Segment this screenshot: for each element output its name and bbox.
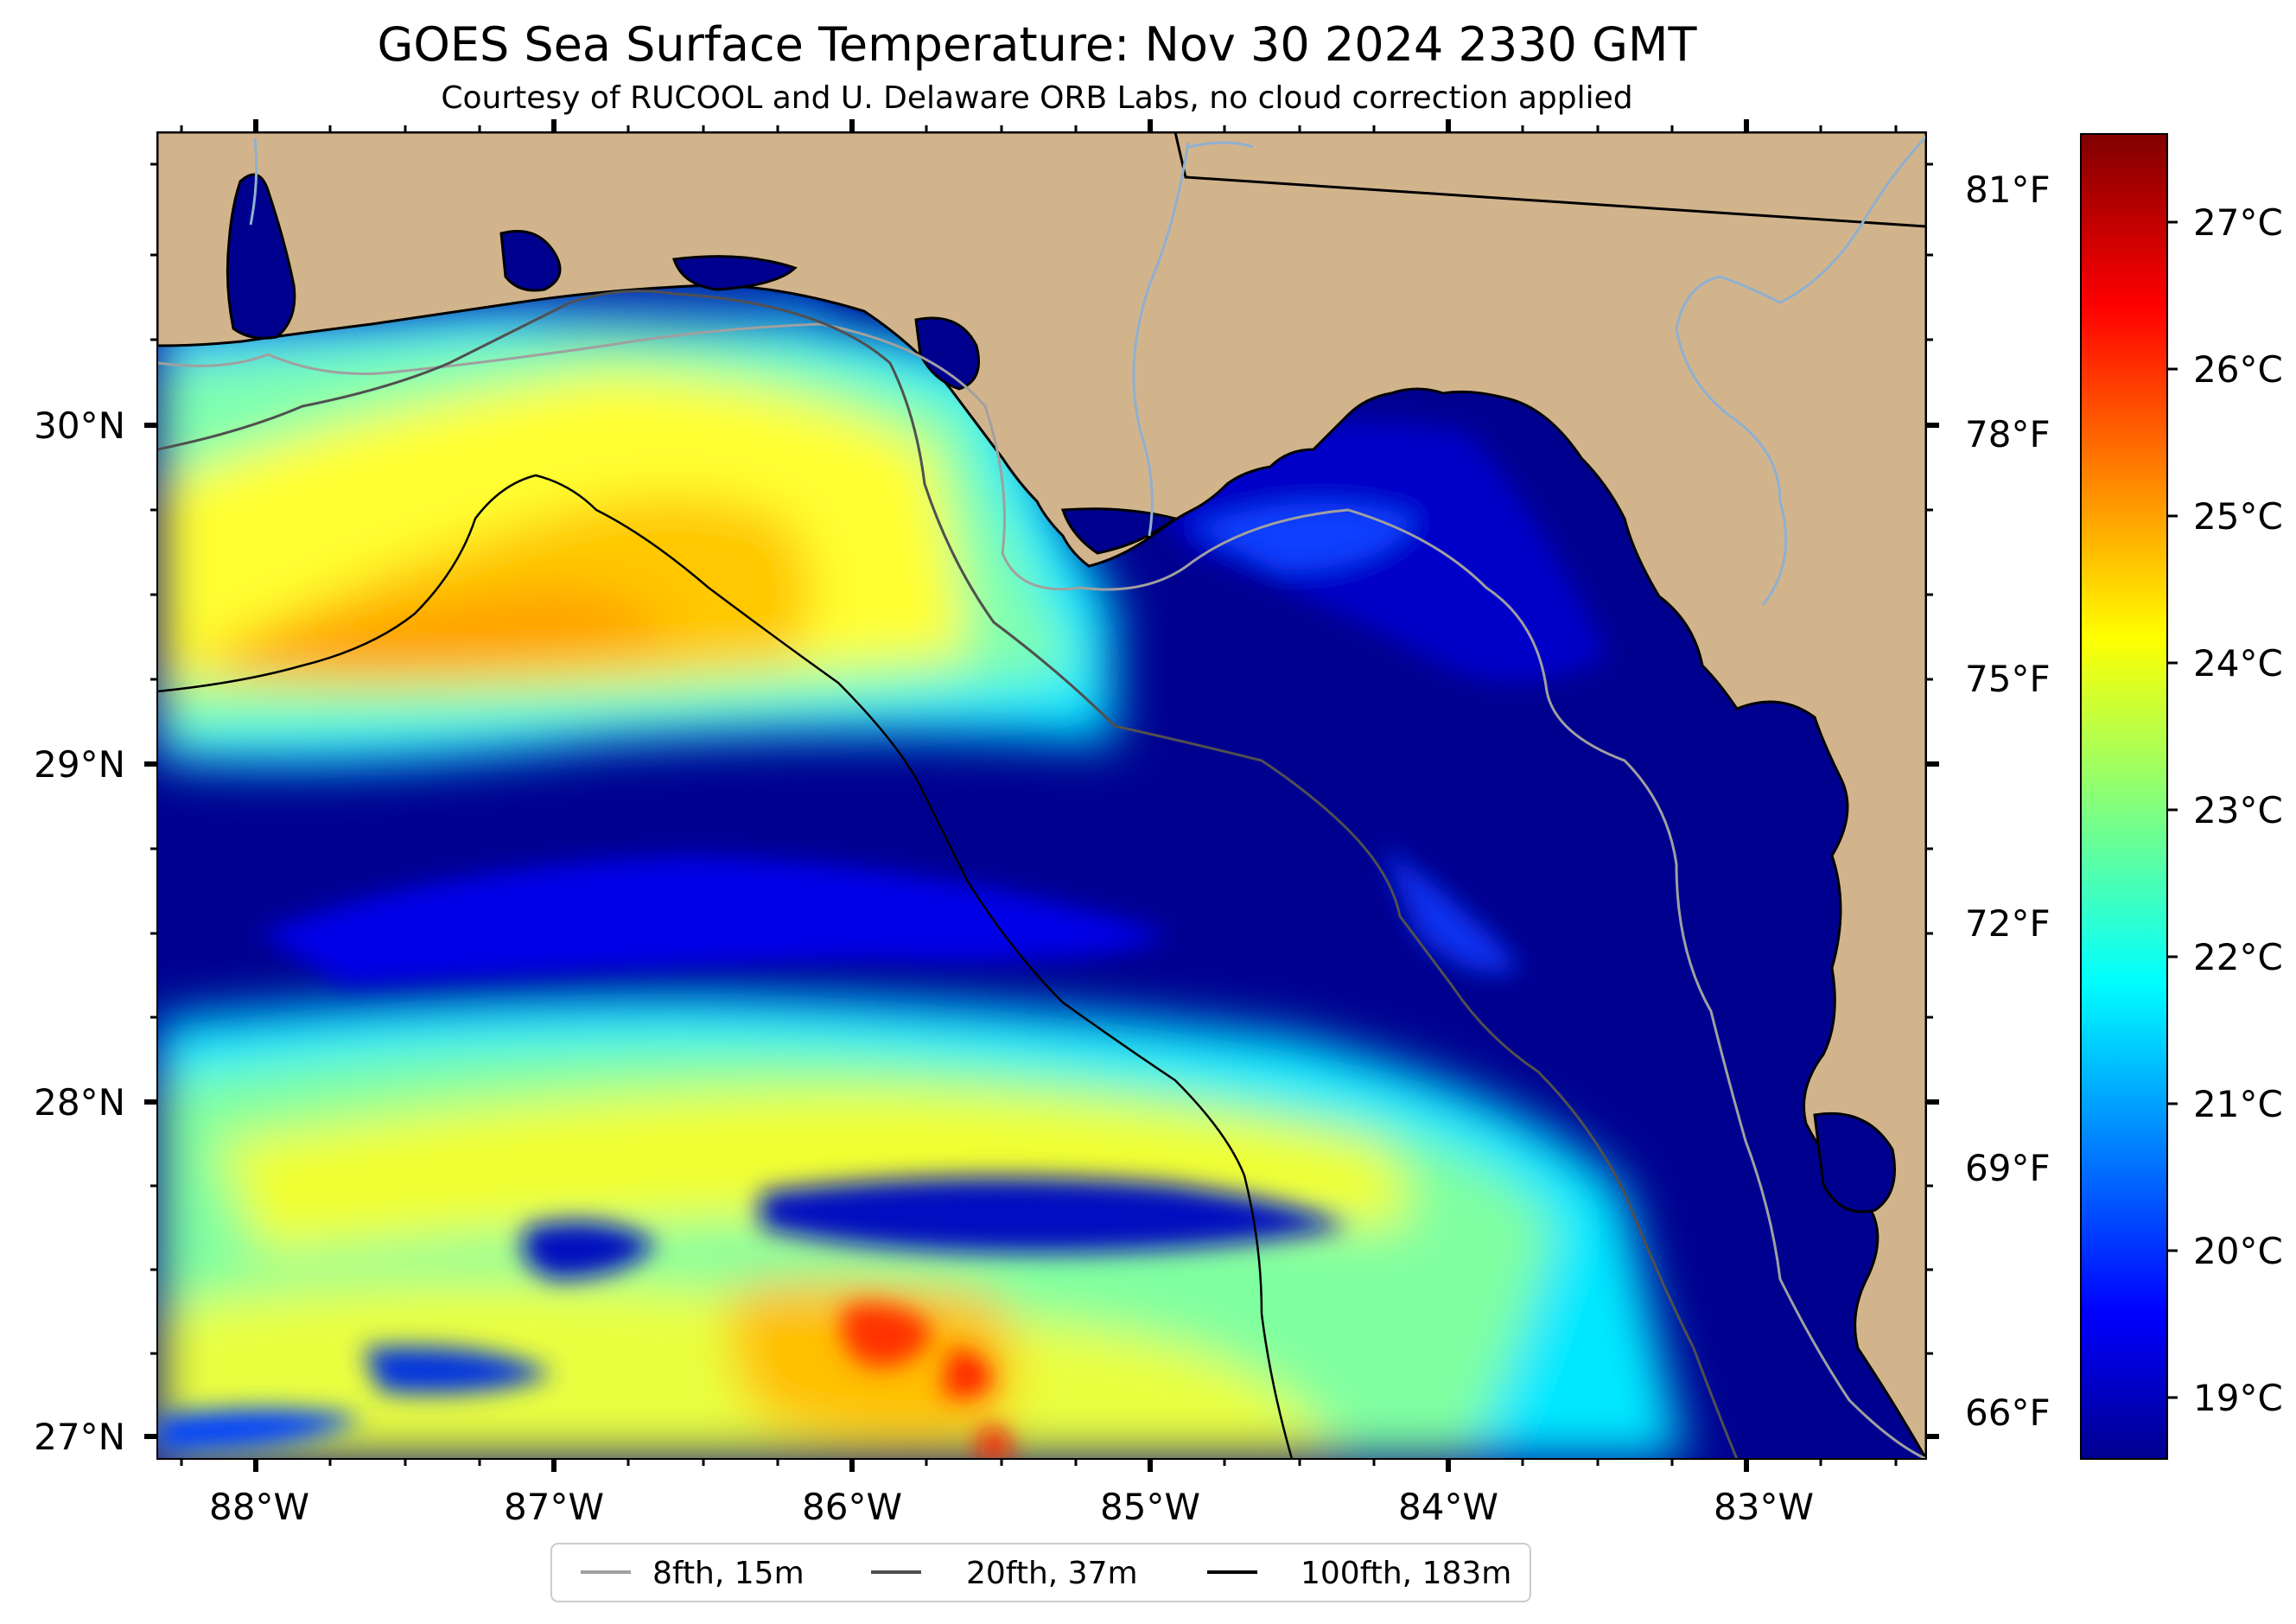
fahrenheit-label: 81°F — [1965, 169, 2051, 211]
river — [249, 137, 258, 226]
colorbar-labels: 27°C 26°C 25°C 24°C 23°C 22°C 21°C 20°C … — [2193, 201, 2283, 1419]
lon-label: 86°W — [802, 1486, 902, 1528]
colorbar-ticks — [2167, 220, 2178, 1399]
state-border — [1173, 132, 1926, 228]
lon-label: 83°W — [1714, 1486, 1814, 1528]
sst-field — [157, 285, 1685, 1459]
choctawhatchee-bay — [671, 255, 798, 291]
river — [1187, 141, 1254, 149]
colorbar-label: 21°C — [2193, 1083, 2283, 1125]
map-frame — [156, 131, 1927, 1460]
isobath-100fth — [157, 474, 1294, 1459]
isobath-8fth — [157, 322, 1926, 1459]
axis-ticks — [144, 119, 1939, 1472]
st-andrew-bay — [914, 316, 980, 391]
lon-label: 88°W — [209, 1486, 309, 1528]
map-title: GOES Sea Surface Temperature: Nov 30 202… — [377, 17, 1697, 72]
river — [1675, 135, 1926, 606]
lat-label: 29°N — [34, 743, 125, 786]
lat-label: 28°N — [34, 1081, 125, 1124]
lat-label: 30°N — [34, 404, 125, 447]
legend-box — [550, 1543, 1531, 1602]
colorbar-label: 23°C — [2193, 789, 2283, 831]
colorbar-label: 19°C — [2193, 1377, 2283, 1419]
legend-label-100fth: 100fth, 183m — [1301, 1556, 1511, 1591]
fahrenheit-label: 66°F — [1965, 1392, 2051, 1434]
river — [1132, 142, 1190, 537]
lon-label: 84°W — [1398, 1486, 1498, 1528]
northern-land — [157, 132, 1926, 1459]
legend-label-20fth: 20fth, 37m — [966, 1556, 1138, 1591]
colorbar-label: 22°C — [2193, 936, 2283, 978]
colorbar-label: 20°C — [2193, 1230, 2283, 1272]
lat-label: 27°N — [34, 1416, 125, 1458]
colorbar-label: 24°C — [2193, 642, 2283, 685]
isobath-20fth — [157, 290, 1739, 1459]
fahrenheit-label: 72°F — [1965, 902, 2051, 945]
colorbar-gradient — [2080, 133, 2168, 1460]
lon-label: 85°W — [1100, 1486, 1200, 1528]
map-panel — [157, 132, 1926, 1459]
fahrenheit-label: 75°F — [1965, 658, 2051, 700]
legend: 8fth, 15m 20fth, 37m 100fth, 183m — [550, 1543, 1531, 1602]
tampa-bay — [1813, 1111, 1896, 1213]
fahrenheit-label: 78°F — [1965, 413, 2051, 455]
colorbar: 27°C 26°C 25°C 24°C 23°C 22°C 21°C 20°C … — [2080, 133, 2283, 1460]
pensacola-bay — [499, 230, 562, 292]
land — [157, 132, 1926, 1459]
lon-label: 87°W — [504, 1486, 604, 1528]
fahrenheit-label: 69°F — [1965, 1147, 2051, 1189]
colorbar-label: 27°C — [2193, 201, 2283, 244]
latitude-labels: 30°N 29°N 28°N 27°N — [34, 404, 125, 1458]
fahrenheit-labels: 81°F 78°F 75°F 72°F 69°F 66°F — [1965, 169, 2051, 1434]
colorbar-label: 26°C — [2193, 348, 2283, 391]
map-subtitle: Courtesy of RUCOOL and U. Delaware ORB L… — [441, 80, 1632, 116]
longitude-labels: 88°W 87°W 86°W 85°W 84°W 83°W — [209, 1486, 1814, 1528]
legend-label-8fth: 8fth, 15m — [652, 1556, 805, 1591]
mobile-bay — [226, 173, 296, 340]
isobaths — [157, 290, 1926, 1459]
colorbar-label: 25°C — [2193, 495, 2283, 538]
